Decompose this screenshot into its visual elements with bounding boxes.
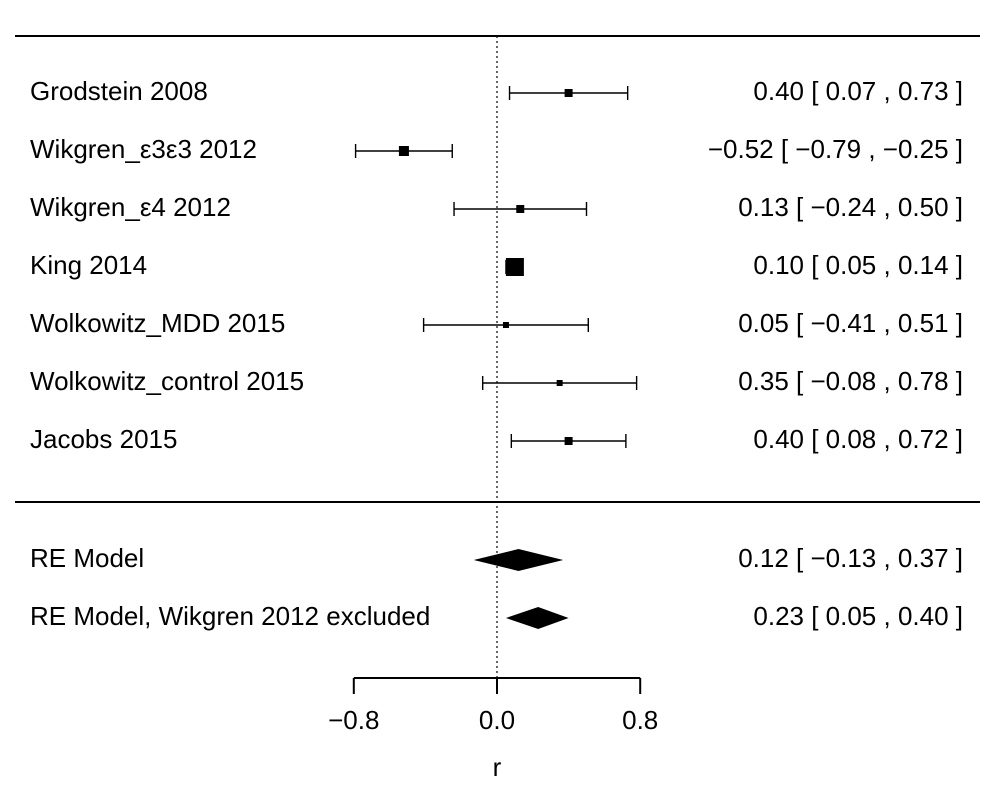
ci-text: 0.12 [ −0.13 , 0.37 ]	[738, 543, 963, 573]
point-estimate	[564, 437, 573, 445]
pooled-diamond	[505, 607, 569, 629]
x-axis: r −0.8 0.0 0.8	[328, 677, 658, 782]
study-label: Wolkowitz_MDD 2015	[30, 308, 285, 338]
study-label: Wikgren_ε3ε3 2012	[30, 134, 257, 164]
study-row: Wolkowitz_MDD 2015 0.05 [ −0.41 , 0.51 ]	[30, 308, 963, 338]
pooled-row: RE Model 0.12 [ −0.13 , 0.37 ]	[30, 543, 963, 573]
point-estimate	[564, 89, 573, 97]
pooled-row: RE Model, Wikgren 2012 excluded 0.23 [ 0.…	[30, 601, 963, 631]
study-row: Wikgren_ε4 2012 0.13 [ −0.24 , 0.50 ]	[30, 192, 963, 222]
ci-text: 0.40 [ 0.07 , 0.73 ]	[753, 76, 963, 106]
ci-text: 0.35 [ −0.08 , 0.78 ]	[738, 366, 963, 396]
rows-group: Grodstein 2008 0.40 [ 0.07 , 0.73 ] Wikgre…	[30, 76, 963, 631]
x-tick-label: 0.8	[622, 705, 658, 735]
pooled-label: RE Model	[30, 543, 144, 573]
study-row: Wolkowitz_control 2015 0.35 [ −0.08 , 0.7…	[30, 366, 963, 396]
x-tick-label: 0.0	[479, 705, 515, 735]
study-row: Jacobs 2015 0.40 [ 0.08 , 0.72 ]	[30, 424, 963, 454]
study-row: King 2014 0.10 [ 0.05 , 0.14 ]	[30, 250, 963, 280]
point-estimate	[505, 258, 524, 276]
study-label: Wolkowitz_control 2015	[30, 366, 304, 396]
study-label: Wikgren_ε4 2012	[30, 192, 231, 222]
study-label: Jacobs 2015	[30, 424, 177, 454]
pooled-diamond	[473, 549, 564, 571]
ci-text: 0.23 [ 0.05 , 0.40 ]	[753, 601, 963, 631]
ci-text: 0.05 [ −0.41 , 0.51 ]	[738, 308, 963, 338]
ci-text: 0.40 [ 0.08 , 0.72 ]	[753, 424, 963, 454]
x-axis-label: r	[493, 752, 502, 782]
study-label: King 2014	[30, 250, 147, 280]
study-row: Wikgren_ε3ε3 2012 −0.52 [ −0.79 , −0.25 ]	[30, 134, 963, 164]
ci-text: −0.52 [ −0.79 , −0.25 ]	[708, 134, 963, 164]
point-estimate	[502, 322, 509, 328]
study-label: Grodstein 2008	[30, 76, 208, 106]
study-row: Grodstein 2008 0.40 [ 0.07 , 0.73 ]	[30, 76, 963, 106]
x-tick-label: −0.8	[328, 705, 379, 735]
point-estimate	[516, 205, 525, 213]
point-estimate	[556, 380, 563, 386]
ci-text: 0.13 [ −0.24 , 0.50 ]	[738, 192, 963, 222]
point-estimate	[398, 146, 409, 156]
ci-text: 0.10 [ 0.05 , 0.14 ]	[753, 250, 963, 280]
pooled-label: RE Model, Wikgren 2012 excluded	[30, 601, 430, 631]
